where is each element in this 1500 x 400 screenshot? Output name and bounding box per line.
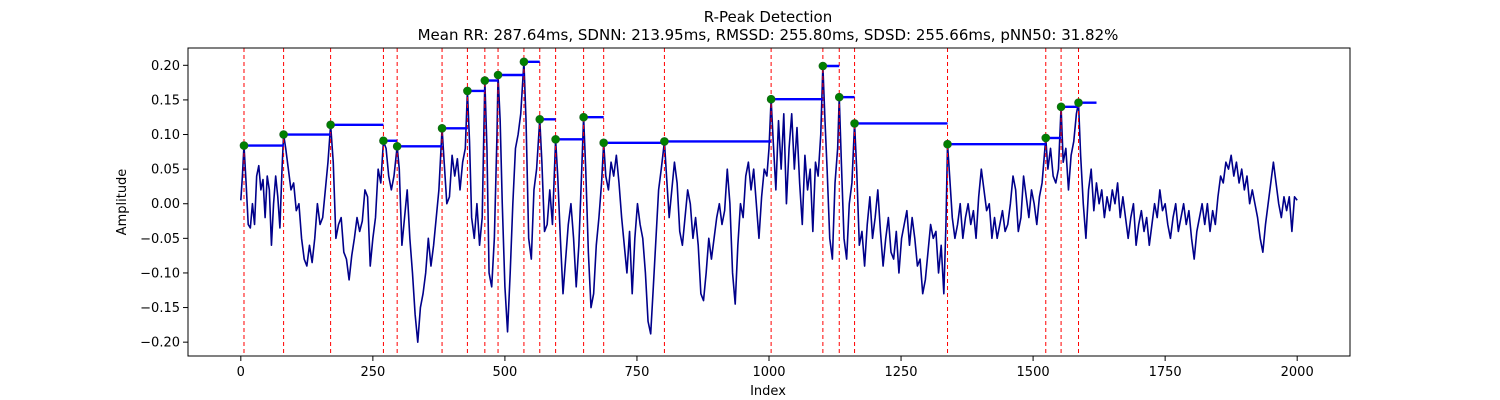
peak-marker: [599, 138, 608, 148]
y-tick-label: −0.10: [140, 266, 180, 281]
chart-title: R-Peak Detection: [704, 8, 832, 26]
peak-marker: [818, 61, 828, 71]
y-tick-label: 0.15: [151, 93, 180, 108]
x-tick-label: 1500: [1017, 365, 1050, 380]
peak-marker: [850, 119, 859, 128]
y-axis: −0.20 −0.15 −0.10 −0.05 0.00 0.05 0.10 0.15 0.20: [140, 59, 188, 351]
peak-marker: [519, 57, 529, 67]
x-axis-label: Index: [750, 384, 786, 399]
y-axis-label: Amplitude: [115, 169, 130, 236]
peak-marker: [1041, 133, 1051, 143]
y-tick-label: −0.05: [140, 232, 180, 247]
peak-marker: [579, 112, 588, 122]
y-tick-label: −0.15: [140, 301, 180, 316]
chart-subtitle: Mean RR: 287.64ms, SDNN: 213.95ms, RMSSD…: [418, 26, 1119, 44]
peak-marker: [660, 137, 669, 146]
y-tick-label: −0.20: [140, 336, 180, 351]
x-tick-label: 1000: [752, 365, 785, 380]
peak-marker: [392, 141, 402, 151]
x-tick-label: 1250: [884, 365, 917, 380]
peak-marker: [551, 135, 560, 144]
peak-marker: [379, 136, 388, 146]
x-tick-label: 0: [237, 365, 245, 380]
y-tick-label: 0.05: [151, 163, 180, 178]
peak-marker: [834, 92, 844, 102]
y-tick-label: 0.20: [151, 59, 180, 74]
peak-marker: [437, 123, 447, 133]
plot-area: [239, 48, 1298, 356]
peak-marker: [239, 141, 249, 150]
x-tick-label: 250: [360, 365, 385, 380]
axes-frame: [187, 47, 1351, 357]
x-tick-label: 750: [625, 365, 650, 380]
x-tick-label: 500: [492, 365, 517, 380]
peak-marker: [1056, 102, 1066, 112]
peak-marker: [535, 114, 545, 124]
peak-marker: [493, 70, 503, 80]
y-tick-label: 0.10: [151, 128, 180, 143]
signal-line: [240, 61, 1298, 343]
peak-marker: [480, 76, 490, 85]
peak-marker: [463, 86, 472, 96]
x-axis: 0 250 500 750 1000 1250 1500 1750 2000: [237, 356, 1314, 380]
peak-marker: [1074, 98, 1083, 107]
peak-marker: [766, 94, 776, 104]
peak-marker: [326, 120, 335, 130]
x-tick-label: 2000: [1281, 365, 1314, 380]
x-tick-label: 1750: [1149, 365, 1182, 380]
peak-marker: [279, 130, 288, 139]
y-tick-label: 0.00: [151, 197, 180, 212]
peak-marker: [943, 139, 952, 149]
